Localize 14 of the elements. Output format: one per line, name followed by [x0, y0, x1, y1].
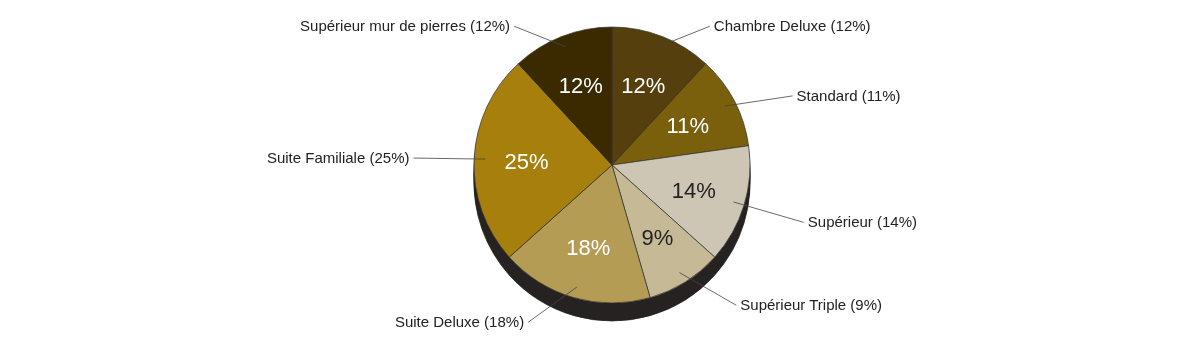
slice-label: Supérieur (14%) — [807, 213, 918, 231]
data-label: 9% — [641, 225, 674, 251]
data-label: 14% — [671, 177, 716, 203]
data-label: 12% — [621, 73, 666, 99]
slice-label: Chambre Deluxe (12%) — [713, 17, 871, 35]
slice-label: Supérieur mur de pierres (12%) — [300, 17, 511, 35]
data-label: 11% — [666, 113, 710, 139]
slice-label: Suite Deluxe (18%) — [394, 313, 525, 331]
slice-label: Supérieur Triple (9%) — [740, 296, 883, 314]
data-label: 12% — [558, 73, 603, 99]
data-label: 25% — [504, 149, 549, 175]
slice-label: Standard (11%) — [796, 86, 901, 104]
data-label: 18% — [566, 235, 611, 261]
slice-label: Suite Familiale (25%) — [266, 149, 410, 167]
